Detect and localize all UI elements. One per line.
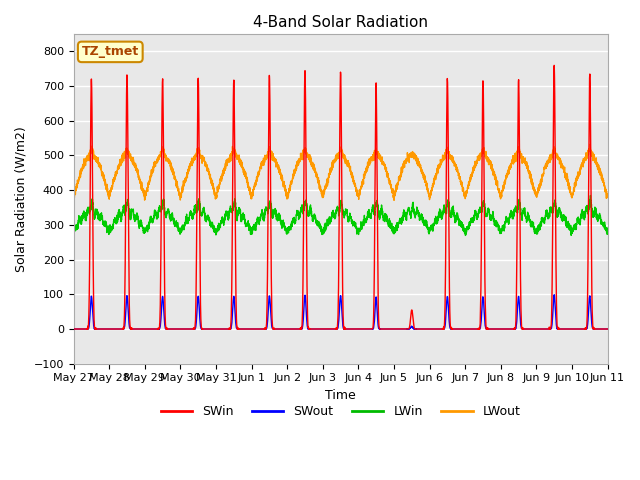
- Y-axis label: Solar Radiation (W/m2): Solar Radiation (W/m2): [15, 126, 28, 272]
- Text: TZ_tmet: TZ_tmet: [82, 46, 139, 59]
- X-axis label: Time: Time: [325, 389, 356, 402]
- Legend: SWin, SWout, LWin, LWout: SWin, SWout, LWin, LWout: [156, 400, 525, 423]
- Title: 4-Band Solar Radiation: 4-Band Solar Radiation: [253, 15, 428, 30]
